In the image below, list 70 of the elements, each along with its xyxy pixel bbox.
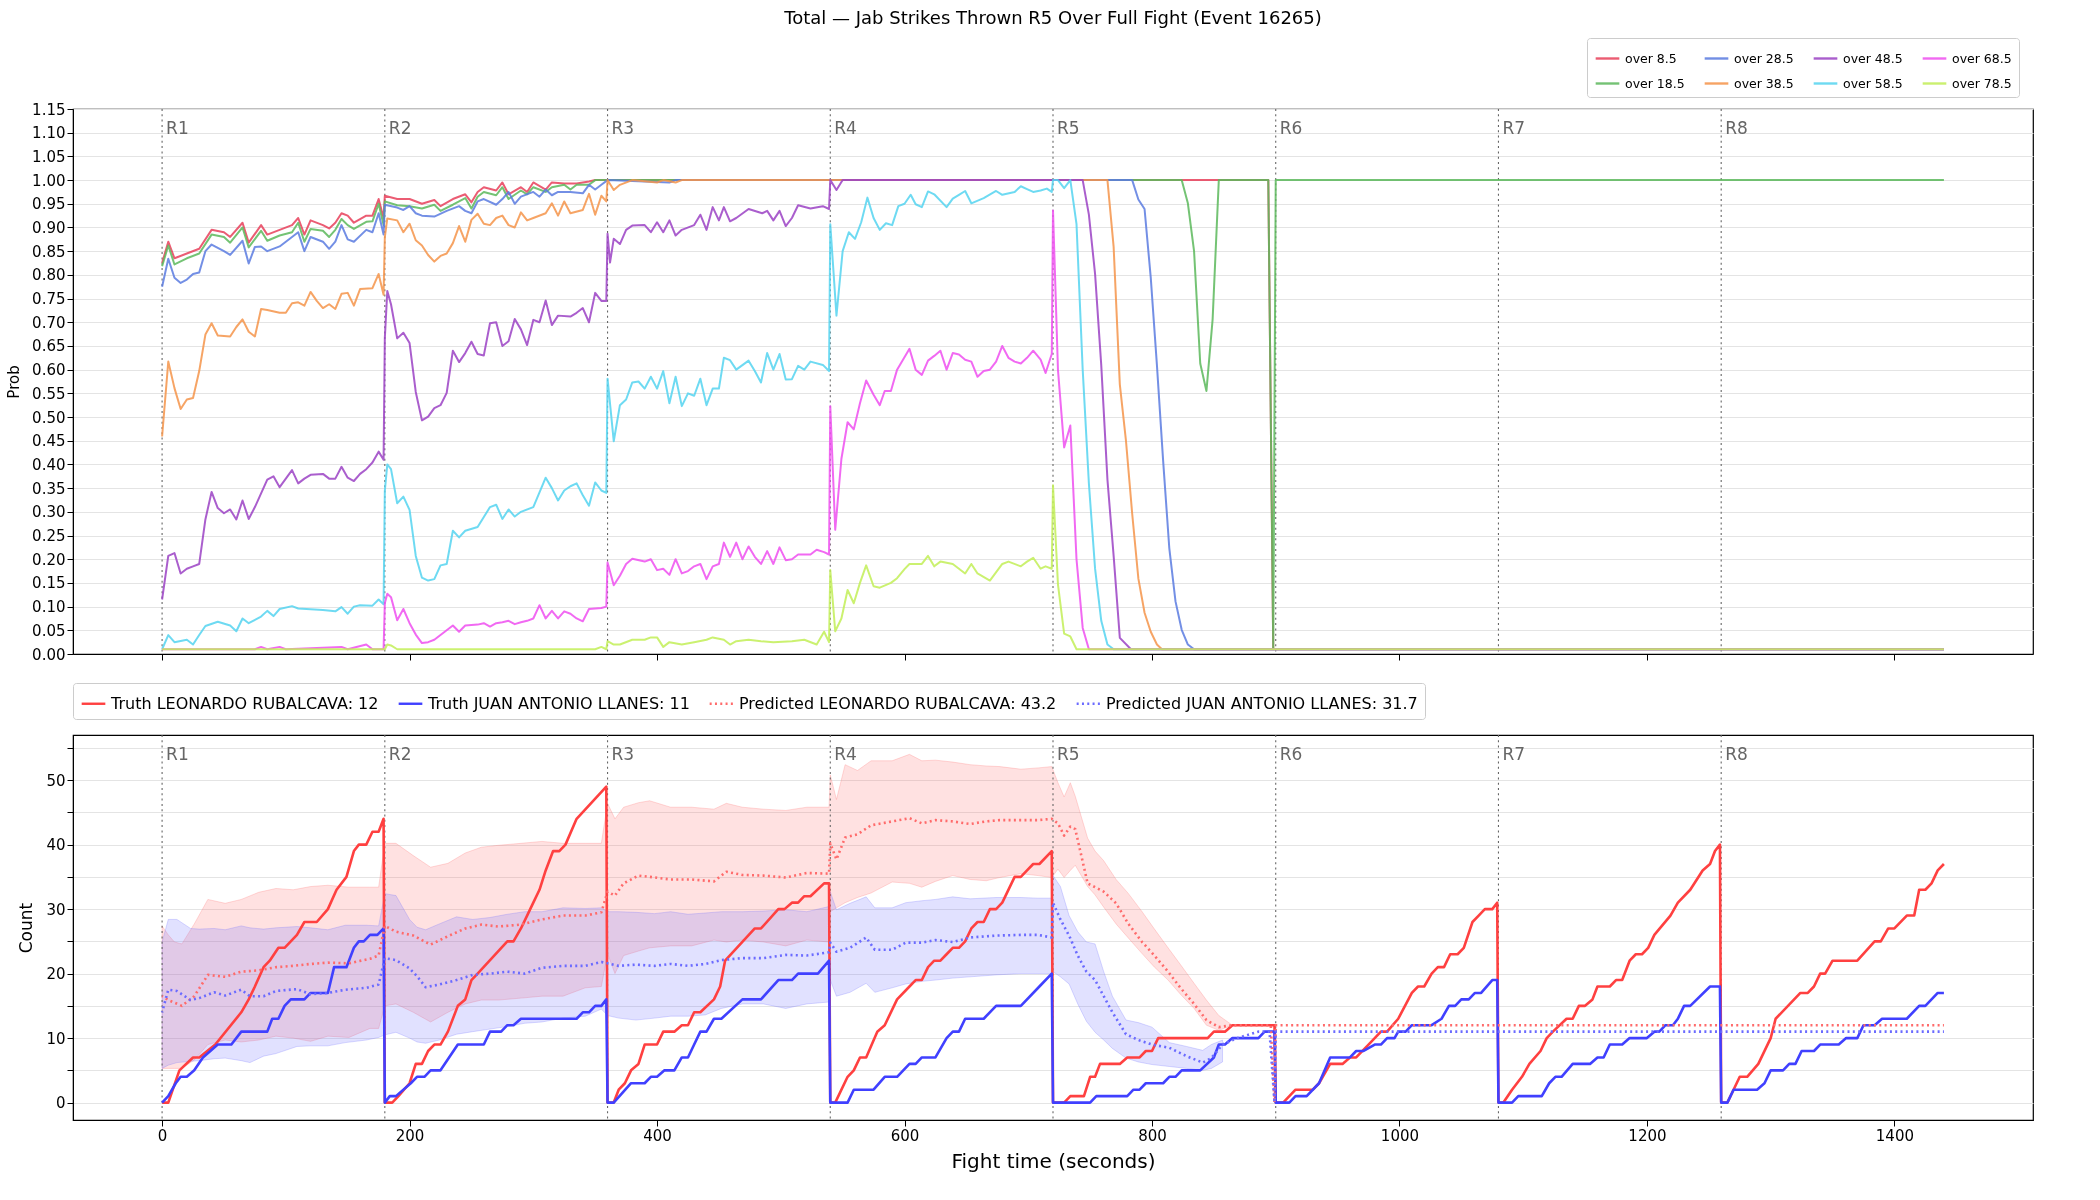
y-axis-title: Count — [16, 902, 37, 954]
ref-line-label: R5 — [1057, 118, 1080, 138]
y-tick-label: 0.15 — [32, 574, 66, 593]
ref-line-label: R3 — [611, 744, 635, 764]
legend-label: Truth LEONARDO RUBALCAVA: 12 — [110, 693, 379, 713]
ref-line-label: R5 — [1057, 744, 1080, 764]
ref-line-label: R4 — [834, 118, 857, 138]
x-tick-label: 200 — [395, 1126, 425, 1145]
legend-label: Truth JUAN ANTONIO LLANES: 11 — [427, 693, 690, 713]
legend-label: Predicted JUAN ANTONIO LLANES: 31.7 — [1106, 693, 1418, 713]
legend-label: over 68.5 — [1952, 50, 2012, 66]
y-axis-title: Prob — [5, 365, 24, 399]
ref-line-label: R2 — [388, 744, 412, 764]
y-tick-label: 20 — [46, 965, 66, 984]
y-tick-label: 1.05 — [32, 147, 66, 166]
y-tick-label: 0.90 — [32, 218, 66, 237]
y-tick-label: 30 — [46, 900, 66, 919]
y-tick-label: 0.60 — [32, 361, 66, 380]
legend-label: over 38.5 — [1734, 75, 1794, 91]
ref-line-label: R1 — [166, 118, 189, 138]
y-tick-label: 1.15 — [32, 100, 66, 119]
ref-line-label: R4 — [834, 744, 857, 764]
y-tick-label: 0.45 — [32, 432, 66, 451]
legend-label: over 48.5 — [1843, 50, 1903, 66]
y-tick-label: 0.65 — [32, 337, 66, 356]
ref-line-label: R8 — [1725, 118, 1748, 138]
legend-label: over 28.5 — [1734, 50, 1794, 66]
ref-line-label: R2 — [388, 118, 412, 138]
x-tick-label: 0 — [157, 1126, 168, 1145]
y-tick-label: 0.30 — [32, 503, 66, 522]
ref-line-label: R6 — [1279, 744, 1303, 764]
x-tick-label: 1400 — [1875, 1126, 1915, 1145]
y-tick-label: 0 — [55, 1094, 66, 1113]
y-tick-label: 1.00 — [32, 171, 66, 190]
y-tick-label: 0.10 — [32, 598, 66, 617]
y-tick-label: 0.00 — [32, 645, 66, 664]
y-tick-label: 0.50 — [32, 408, 66, 427]
x-tick-label: 1000 — [1380, 1126, 1420, 1145]
y-tick-label: 0.85 — [32, 242, 66, 261]
y-tick-label: 0.25 — [32, 527, 66, 546]
y-tick-label: 50 — [46, 771, 66, 790]
y-tick-label: 0.20 — [32, 550, 66, 569]
ref-line-label: R6 — [1279, 118, 1303, 138]
legend-label: over 78.5 — [1952, 75, 2012, 91]
legend-label: over 58.5 — [1843, 75, 1903, 91]
y-tick-label: 10 — [46, 1029, 66, 1048]
y-tick-label: 40 — [46, 836, 66, 855]
y-tick-label: 0.80 — [32, 266, 66, 285]
x-tick-label: 400 — [643, 1126, 672, 1145]
x-tick-label: 600 — [890, 1126, 920, 1145]
y-tick-label: 0.95 — [32, 195, 66, 214]
y-tick-label: 0.35 — [32, 479, 66, 498]
legend-label: over 18.5 — [1625, 75, 1685, 91]
legend-label: over 8.5 — [1625, 50, 1677, 66]
y-tick-label: 0.40 — [32, 455, 66, 474]
ref-line-label: R8 — [1725, 744, 1748, 764]
x-axis-title: Fight time (seconds) — [951, 1148, 1156, 1173]
y-tick-label: 0.70 — [32, 313, 66, 332]
ref-line-label: R3 — [611, 118, 635, 138]
chart-title: Total — Jab Strikes Thrown R5 Over Full Fight (Event 16265) — [783, 6, 1322, 28]
y-tick-label: 1.10 — [32, 124, 66, 143]
x-tick-label: 800 — [1138, 1126, 1167, 1145]
x-tick-label: 1200 — [1628, 1126, 1667, 1145]
ref-line-label: R1 — [166, 744, 189, 764]
y-tick-label: 0.55 — [32, 384, 66, 403]
ref-line-label: R7 — [1502, 744, 1526, 764]
y-tick-label: 0.75 — [32, 290, 66, 309]
y-tick-label: 0.05 — [32, 621, 66, 640]
ref-line-label: R7 — [1502, 118, 1526, 138]
legend-label: Predicted LEONARDO RUBALCAVA: 43.2 — [739, 693, 1057, 713]
